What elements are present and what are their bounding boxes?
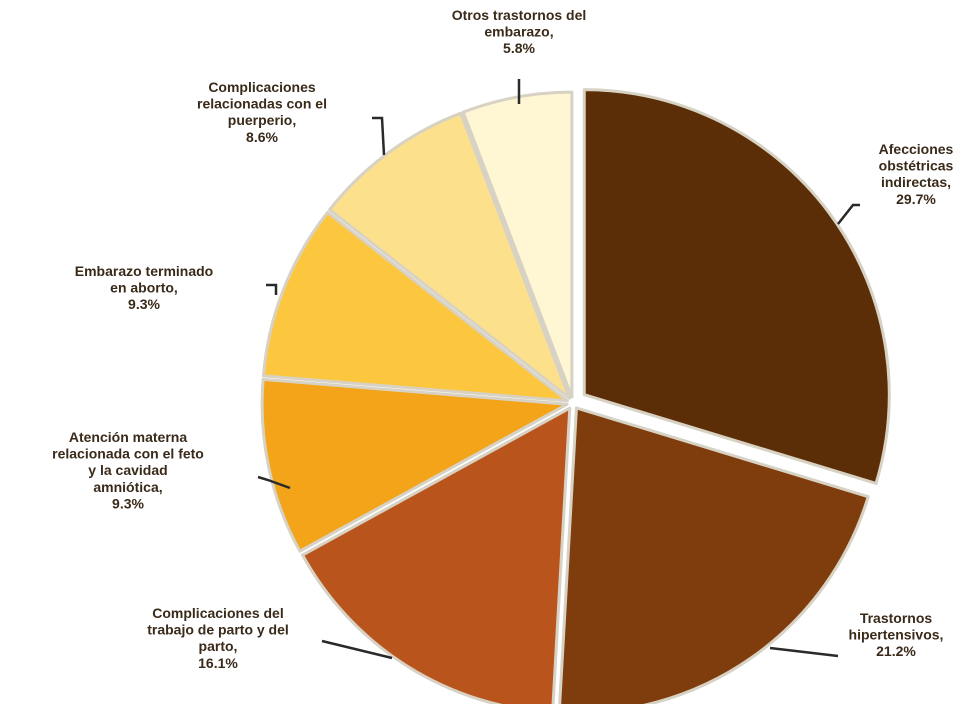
slice-label-2: Complicaciones del trabajo de parto y del… (147, 605, 289, 671)
leader-line-4 (266, 283, 278, 295)
slice-label-line: Otros trastornos del (452, 7, 587, 23)
slice-label-line: 5.8% (503, 40, 535, 56)
slice-label-line: relacionadas con el (197, 96, 327, 112)
slice-label-4: Embarazo terminado en aborto, 9.3% (75, 263, 213, 312)
slice-label-line: relacionada con el feto (52, 446, 204, 462)
pie-slice-6 (461, 90, 574, 399)
pie-slice-2 (301, 406, 572, 704)
slice-label-line: hipertensivos, (849, 627, 944, 643)
slice-label-line: 16.1% (198, 655, 238, 671)
slice-label-line: en aborto, (110, 280, 178, 296)
pie-slice-4 (261, 210, 569, 403)
slice-label-line: indirectas, (881, 174, 951, 190)
slice-label-line: puerperio, (228, 112, 296, 128)
slice-label-line: Afecciones (879, 141, 954, 157)
slice-label-1: Trastornos hipertensivos, 21.2% (849, 610, 944, 659)
slice-label-line: amniótica, (93, 479, 162, 495)
slice-label-line: trabajo de parto y del (147, 622, 289, 638)
slice-label-line: Embarazo terminado (75, 263, 213, 279)
slice-label-6: Otros trastornos del embarazo, 5.8% (452, 7, 587, 56)
leader-line-3 (257, 475, 291, 490)
slice-label-line: Atención materna (69, 429, 187, 445)
slice-label-line: parto, (199, 638, 238, 654)
leader-line-0 (837, 203, 860, 225)
slice-label-line: Trastornos (860, 610, 933, 626)
slice-label-line: y la cavidad (88, 462, 167, 478)
slice-label-line: embarazo, (484, 24, 553, 40)
slice-label-3: Atención materna relacionada con el feto y… (52, 429, 204, 511)
slice-label-line: obstétricas (879, 158, 954, 174)
slice-label-line: 21.2% (876, 643, 916, 659)
slice-label-line: 9.3% (128, 296, 160, 312)
slice-label-line: Complicaciones del (152, 605, 283, 621)
slice-label-line: 8.6% (246, 129, 278, 145)
pie-slices (260, 88, 891, 704)
slice-label-line: 29.7% (896, 191, 936, 207)
slice-label-line: 9.3% (112, 495, 144, 511)
slice-label-0: Afecciones obstétricas indirectas, 29.7% (879, 141, 954, 207)
pie-slice-1 (558, 406, 870, 704)
pie-slice-5 (328, 111, 571, 400)
pie-slice-3 (260, 377, 569, 553)
leader-line-5 (372, 116, 386, 156)
slice-label-5: Complicaciones relacionadas con el puerper… (197, 79, 327, 145)
slice-label-line: Complicaciones (208, 79, 316, 95)
leader-line-2 (321, 639, 393, 660)
leader-line-1 (769, 646, 839, 658)
slice-labels: Afecciones obstétricas indirectas, 29.7% Tra… (52, 7, 953, 671)
pie-slice-0 (582, 88, 891, 485)
